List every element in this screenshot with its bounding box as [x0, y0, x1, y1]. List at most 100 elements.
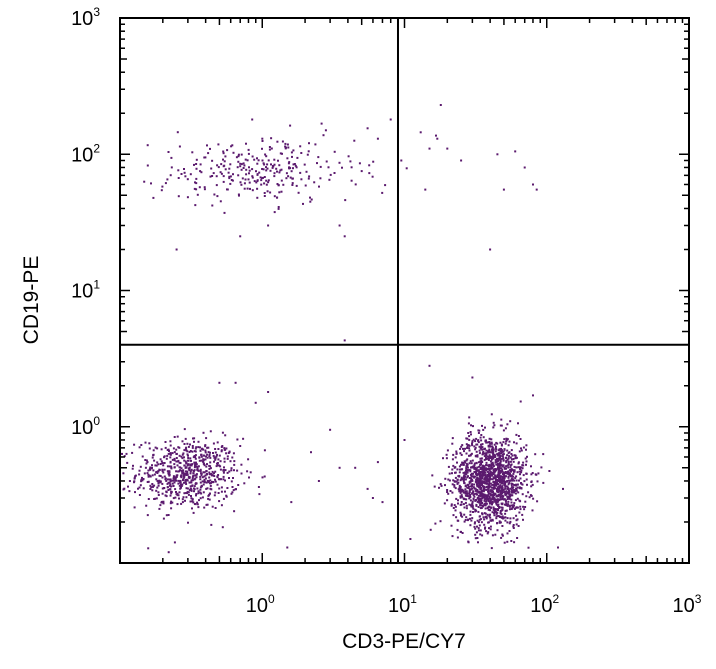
data-point [209, 175, 212, 178]
data-point [190, 481, 193, 484]
data-point [152, 449, 155, 452]
data-point [188, 489, 191, 491]
data-point [157, 494, 160, 496]
data-point [484, 507, 487, 510]
data-point [233, 469, 235, 472]
data-point [481, 453, 484, 456]
data-point [270, 163, 272, 166]
data-point [519, 505, 522, 508]
data-point [513, 454, 516, 457]
data-point [470, 477, 473, 480]
data-point [234, 381, 237, 384]
data-point [503, 477, 506, 479]
data-point [478, 515, 481, 518]
data-point [522, 505, 525, 508]
data-point [174, 478, 177, 481]
data-point [493, 443, 496, 446]
data-point [469, 470, 472, 473]
data-point [222, 478, 225, 481]
data-point [510, 507, 513, 510]
data-point [193, 466, 196, 469]
data-point [220, 486, 223, 489]
data-point [480, 490, 483, 493]
data-point [457, 502, 459, 505]
data-point [240, 472, 243, 475]
data-point [487, 498, 490, 501]
data-point [495, 484, 498, 487]
data-point [499, 471, 502, 474]
data-point [381, 501, 384, 504]
data-point [498, 499, 501, 501]
data-point [265, 169, 268, 172]
data-point [138, 494, 141, 496]
data-point [219, 465, 222, 468]
data-point [499, 475, 502, 478]
data-point [193, 485, 196, 488]
data-point [505, 502, 508, 505]
data-point [557, 546, 559, 549]
data-point [220, 478, 223, 481]
data-point [209, 461, 212, 464]
data-point [175, 457, 178, 459]
data-point [206, 453, 209, 456]
data-point [196, 467, 199, 470]
data-point [470, 473, 472, 476]
data-point [211, 474, 214, 477]
data-point [191, 484, 194, 487]
data-point [476, 483, 478, 486]
data-point [223, 457, 226, 460]
data-point [509, 420, 512, 423]
data-point [258, 171, 261, 174]
data-point [338, 466, 341, 469]
data-point [150, 182, 152, 185]
data-point [191, 507, 193, 510]
data-point [514, 477, 517, 480]
data-point [419, 131, 422, 134]
data-point [466, 458, 469, 461]
data-point [468, 503, 471, 506]
data-point [261, 159, 264, 162]
data-point [200, 171, 203, 174]
data-point [492, 426, 495, 429]
data-point [484, 473, 487, 476]
data-point [230, 145, 233, 148]
data-point [428, 147, 431, 150]
data-point [530, 473, 533, 476]
data-point [513, 491, 515, 494]
data-point [199, 481, 202, 484]
data-point [183, 428, 186, 431]
data-point [497, 491, 500, 494]
data-point [502, 488, 505, 491]
data-point [471, 500, 474, 503]
data-point [475, 503, 478, 506]
data-point [509, 468, 512, 471]
data-point [202, 431, 205, 434]
data-point [459, 486, 462, 488]
data-point [484, 467, 487, 470]
data-point [468, 497, 471, 500]
data-point [481, 493, 484, 496]
data-point [256, 157, 258, 160]
data-point [472, 497, 475, 500]
data-point [184, 480, 187, 483]
data-point [456, 468, 459, 471]
data-point [515, 475, 518, 478]
data-point [353, 139, 356, 142]
data-point [205, 470, 208, 472]
data-point [460, 445, 463, 448]
data-point [512, 486, 515, 489]
data-point [225, 452, 228, 455]
data-point [513, 465, 516, 468]
data-point [522, 464, 525, 467]
data-point [501, 480, 504, 482]
data-point [148, 474, 151, 477]
data-point [442, 457, 444, 460]
data-point [502, 188, 505, 191]
data-point [497, 472, 500, 475]
data-point [473, 470, 476, 473]
data-point [482, 481, 484, 484]
data-point [171, 482, 174, 485]
data-point [453, 480, 456, 483]
data-point [456, 478, 459, 481]
data-point [514, 499, 517, 502]
